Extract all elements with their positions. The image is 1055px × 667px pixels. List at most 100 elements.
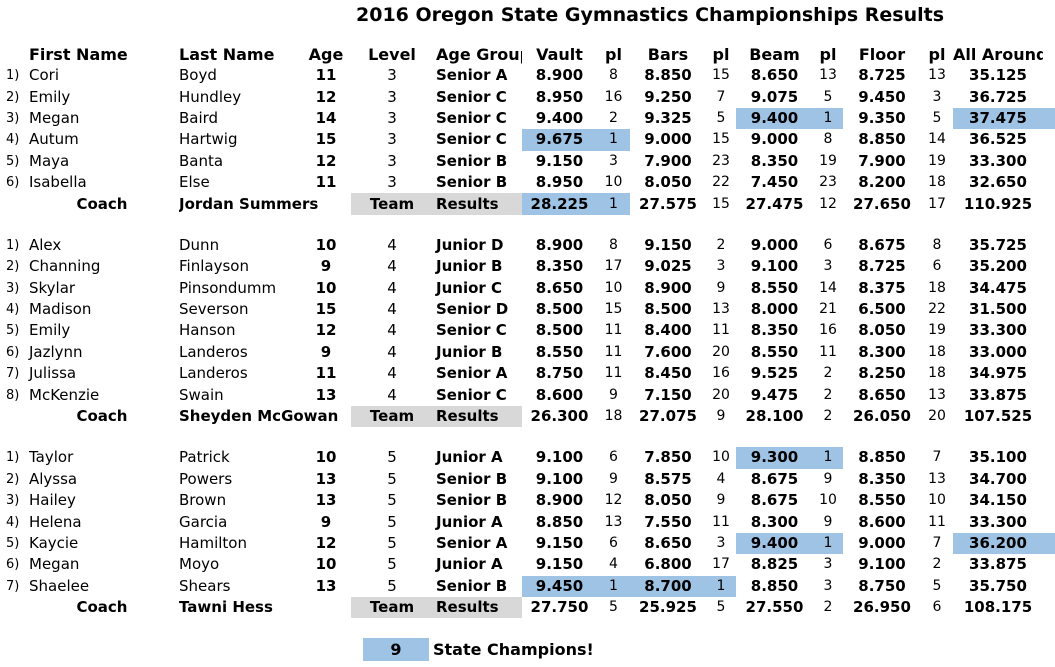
last-name: Banta: [179, 151, 224, 170]
beam-score: 8.675: [750, 491, 799, 510]
vault-score: 8.350: [535, 257, 584, 276]
rank-number: 2): [6, 471, 20, 487]
team-beam-score: 27.475: [745, 194, 804, 213]
vault-score: 9.150: [535, 555, 584, 574]
header-row: First Name Last Name Age Level Age Group Vaul…: [0, 43, 1055, 65]
bars-score: 8.700: [630, 575, 706, 597]
beam-score: 8.825: [750, 555, 799, 574]
bars-place: 11: [712, 513, 730, 530]
level: 4: [387, 300, 397, 319]
age-group: Senior B: [436, 173, 508, 192]
vault-place: 3: [609, 152, 618, 169]
age-group: Junior D: [436, 235, 504, 254]
athlete-row: 5) Kaycie Hamilton 12 5 Senior A 9.150 6 8.650 3 9…: [0, 532, 1055, 555]
bars-score: 9.000: [644, 130, 692, 149]
floor-place: 13: [928, 386, 946, 403]
bars-place: 7: [716, 88, 726, 105]
all-around-score: 34.700: [969, 469, 1027, 488]
floor-place: 19: [928, 322, 946, 339]
header-pl: pl: [819, 44, 837, 64]
level: 4: [387, 342, 397, 361]
athlete-row: 4) Madison Severson 15 4 Senior D 8.500 15 8.500…: [0, 299, 1055, 320]
bars-score: 9.150: [644, 235, 692, 254]
floor-score: 8.050: [858, 321, 906, 340]
floor-score: 9.100: [858, 555, 906, 574]
beam-place: 21: [819, 301, 837, 318]
age: 12: [315, 321, 337, 340]
level: 3: [387, 173, 397, 192]
vault-score: 8.950: [535, 87, 584, 106]
all-around-score: 34.150: [969, 491, 1027, 510]
age: 10: [315, 235, 337, 254]
team-vault-score: 26.300: [530, 407, 589, 426]
age: 13: [315, 491, 337, 510]
vault-score: 9.100: [535, 469, 584, 488]
team-beam-score: 28.100: [745, 407, 804, 426]
floor-place: 13: [928, 67, 946, 84]
level: 5: [387, 448, 397, 467]
floor-place: 13: [928, 470, 946, 487]
header-age: Age: [308, 44, 344, 64]
team-all-around-place: 4: [1043, 597, 1055, 618]
team-results-row: Coach Jordan Summers Team Results 28.225 1 27.…: [0, 193, 1055, 215]
results-label: Results: [433, 596, 522, 619]
header-beam: Beam: [749, 44, 800, 64]
all-around-place: 13: [1043, 65, 1055, 86]
vault-place: 8: [609, 67, 618, 84]
last-name: Dunn: [179, 235, 220, 254]
coach-name: Jordan Summers: [179, 194, 319, 213]
floor-place: 7: [932, 449, 942, 466]
rank-number: 6): [6, 175, 20, 191]
beam-score: 9.000: [750, 130, 799, 149]
age-group: Senior A: [436, 66, 508, 85]
age: 13: [315, 576, 337, 595]
bars-place: 17: [712, 556, 730, 573]
bars-place: 11: [712, 322, 730, 339]
champion-count-badge: 9: [363, 638, 429, 661]
header-first-name: First Name: [29, 44, 128, 64]
all-around-place: 9: [1043, 129, 1055, 150]
team-results-row: Coach Sheyden McGowan Team Results 26.300 18 2…: [0, 405, 1055, 428]
floor-score: 8.300: [858, 342, 906, 361]
all-around-place: 7: [1043, 469, 1055, 490]
athlete-row: 3) Hailey Brown 13 5 Senior B 8.900 12 8.050 9 8.6…: [0, 490, 1055, 511]
vault-place: 10: [604, 279, 623, 296]
coach-label: Coach: [76, 407, 128, 426]
beam-score: 9.400: [736, 532, 813, 555]
age: 13: [315, 385, 337, 404]
team-label: Team: [351, 405, 433, 428]
bars-place: 3: [716, 258, 726, 275]
vault-place: 2: [609, 109, 618, 126]
last-name: Hartwig: [179, 130, 238, 149]
last-name: Severson: [179, 300, 249, 319]
beam-place: 2: [823, 365, 833, 382]
beam-score: 9.400: [736, 107, 813, 130]
team-beam-score: 27.550: [745, 598, 804, 617]
bars-score: 9.025: [644, 257, 692, 276]
rank-number: 6): [6, 557, 20, 573]
athlete-row: 4) Helena Garcia 9 5 Junior A 8.850 13 7.550 11 8.…: [0, 511, 1055, 532]
all-around-score: 34.975: [969, 364, 1027, 383]
vault-place: 15: [604, 301, 623, 318]
first-name: Megan: [29, 108, 80, 127]
beam-score: 8.300: [750, 512, 799, 531]
vault-place: 11: [604, 322, 623, 339]
team-bars-place: 9: [716, 408, 726, 425]
vault-score: 8.750: [535, 364, 584, 383]
bars-place: 16: [712, 365, 730, 382]
rank-number: 5): [6, 153, 20, 169]
age: 9: [320, 512, 332, 531]
vault-place: 17: [604, 258, 623, 275]
beam-score: 8.550: [750, 278, 799, 297]
header-floor: Floor: [858, 44, 906, 64]
rank-number: 5): [6, 536, 20, 551]
level: 4: [387, 278, 397, 297]
header-age-group: Age Group: [436, 44, 522, 64]
floor-score: 8.600: [858, 512, 906, 531]
floor-place: 18: [928, 279, 946, 296]
group-spacer: [0, 427, 1055, 447]
floor-score: 8.725: [858, 257, 906, 276]
age: 12: [315, 151, 337, 170]
first-name: Madison: [29, 300, 92, 319]
floor-score: 8.750: [858, 576, 906, 595]
